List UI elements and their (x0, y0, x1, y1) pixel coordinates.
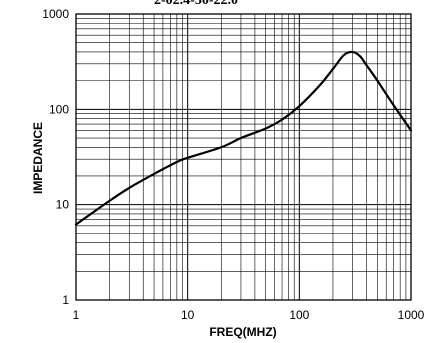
y-axis-label: IMPEDANCE (31, 122, 45, 194)
y-tick-labels: 1 10 100 1000 (42, 7, 69, 307)
y-tick-label: 1 (62, 293, 69, 307)
x-tick-label: 1000 (398, 308, 425, 322)
y-tick-label: 100 (49, 102, 69, 116)
x-axis-label: FREQ(MHZ) (209, 325, 276, 339)
x-tick-label: 10 (181, 308, 195, 322)
x-tick-label: 1 (73, 308, 80, 322)
series-line (74, 50, 413, 226)
y-tick-label: 10 (56, 198, 70, 212)
y-tick-label: 1000 (42, 7, 69, 21)
x-tick-labels: 1 10 100 1000 (73, 308, 425, 322)
x-tick-label: 100 (289, 308, 309, 322)
plot-frame (75, 13, 412, 301)
chart-title: 2-02.4-30-22.0 (154, 0, 238, 8)
